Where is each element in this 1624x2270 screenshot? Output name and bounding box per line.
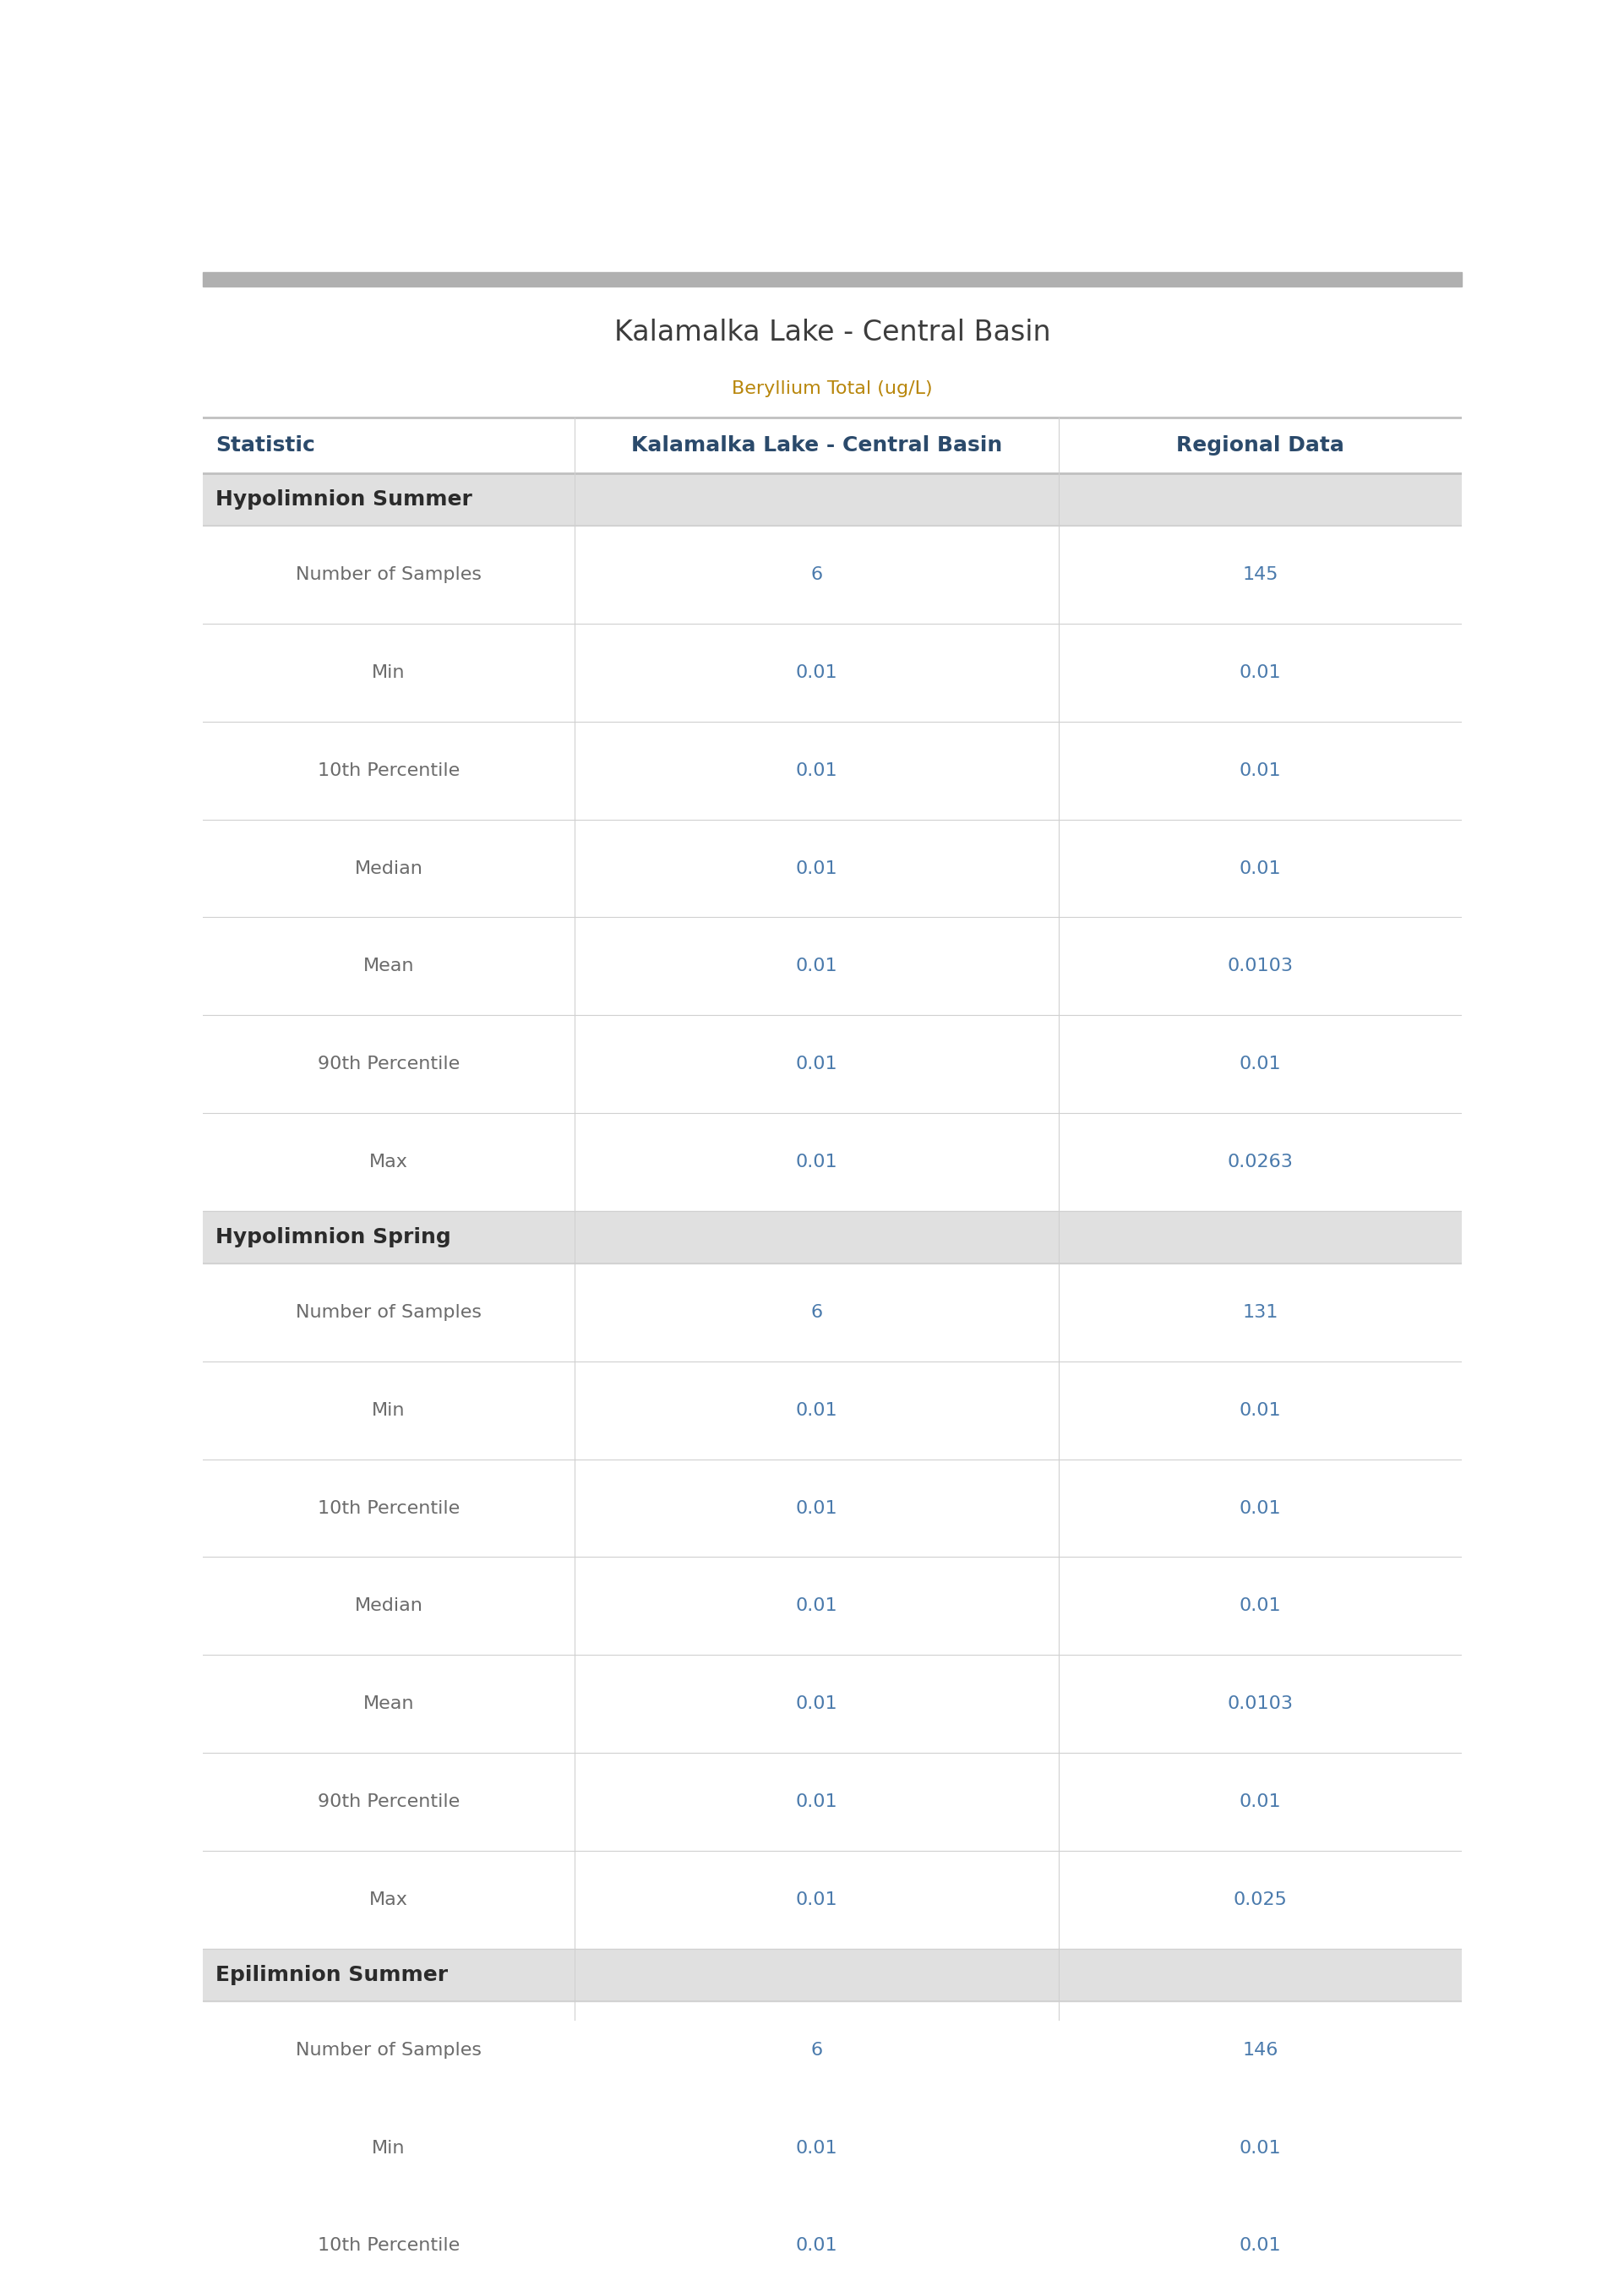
- Text: 0.0263: 0.0263: [1228, 1153, 1293, 1171]
- Bar: [203, 1948, 1462, 2002]
- Text: 90th Percentile: 90th Percentile: [318, 1793, 460, 1809]
- Text: 0.0103: 0.0103: [1228, 1696, 1293, 1712]
- Text: Number of Samples: Number of Samples: [296, 1303, 482, 1321]
- Text: 145: 145: [1242, 565, 1278, 583]
- Text: Beryllium Total (ug/L): Beryllium Total (ug/L): [732, 379, 932, 397]
- Text: Kalamalka Lake - Central Basin: Kalamalka Lake - Central Basin: [614, 318, 1051, 347]
- Text: Epilimnion Summer: Epilimnion Summer: [216, 1966, 448, 1984]
- Text: Max: Max: [369, 1153, 408, 1171]
- Text: Max: Max: [369, 1891, 408, 1909]
- Bar: [203, 474, 1462, 527]
- Text: 10th Percentile: 10th Percentile: [318, 1500, 460, 1516]
- Text: 0.01: 0.01: [1239, 860, 1281, 876]
- Text: Min: Min: [372, 1403, 406, 1419]
- Text: Hypolimnion Spring: Hypolimnion Spring: [216, 1228, 451, 1249]
- Text: 90th Percentile: 90th Percentile: [318, 1056, 460, 1074]
- Bar: [203, 272, 1462, 286]
- Text: 0.01: 0.01: [1239, 1598, 1281, 1614]
- Text: 0.025: 0.025: [1233, 1891, 1288, 1909]
- Bar: [203, 1210, 1462, 1264]
- Text: Number of Samples: Number of Samples: [296, 2041, 482, 2059]
- Text: 0.01: 0.01: [1239, 665, 1281, 681]
- Text: Number of Samples: Number of Samples: [296, 565, 482, 583]
- Text: 0.01: 0.01: [1239, 2138, 1281, 2156]
- Text: 0.01: 0.01: [796, 1056, 838, 1074]
- Text: 0.01: 0.01: [796, 860, 838, 876]
- Text: 0.01: 0.01: [1239, 2238, 1281, 2254]
- Text: 6: 6: [810, 1303, 822, 1321]
- Text: 131: 131: [1242, 1303, 1278, 1321]
- Text: 0.01: 0.01: [1239, 763, 1281, 779]
- Text: 0.01: 0.01: [796, 1793, 838, 1809]
- Text: Mean: Mean: [364, 958, 414, 974]
- Text: 0.01: 0.01: [796, 1891, 838, 1909]
- Text: 0.01: 0.01: [796, 2138, 838, 2156]
- Text: 0.01: 0.01: [796, 1500, 838, 1516]
- Text: Median: Median: [354, 1598, 422, 1614]
- Text: 0.01: 0.01: [796, 1153, 838, 1171]
- Text: 146: 146: [1242, 2041, 1278, 2059]
- Text: 6: 6: [810, 565, 822, 583]
- Text: 0.01: 0.01: [796, 958, 838, 974]
- Text: 0.01: 0.01: [1239, 1403, 1281, 1419]
- Text: Median: Median: [354, 860, 422, 876]
- Text: Kalamalka Lake - Central Basin: Kalamalka Lake - Central Basin: [632, 436, 1002, 456]
- Text: Min: Min: [372, 665, 406, 681]
- Text: 0.01: 0.01: [796, 1403, 838, 1419]
- Text: 0.01: 0.01: [796, 763, 838, 779]
- Text: 0.0103: 0.0103: [1228, 958, 1293, 974]
- Text: 10th Percentile: 10th Percentile: [318, 763, 460, 779]
- Text: 0.01: 0.01: [1239, 1500, 1281, 1516]
- Text: Min: Min: [372, 2138, 406, 2156]
- Text: 0.01: 0.01: [1239, 1056, 1281, 1074]
- Text: Mean: Mean: [364, 1696, 414, 1712]
- Text: 10th Percentile: 10th Percentile: [318, 2238, 460, 2254]
- Text: 0.01: 0.01: [796, 1696, 838, 1712]
- Text: Hypolimnion Summer: Hypolimnion Summer: [216, 490, 473, 511]
- Text: Statistic: Statistic: [216, 436, 315, 456]
- Text: 0.01: 0.01: [796, 2238, 838, 2254]
- Text: Regional Data: Regional Data: [1176, 436, 1345, 456]
- Text: 0.01: 0.01: [796, 1598, 838, 1614]
- Text: 6: 6: [810, 2041, 822, 2059]
- Text: 0.01: 0.01: [1239, 1793, 1281, 1809]
- Text: 0.01: 0.01: [796, 665, 838, 681]
